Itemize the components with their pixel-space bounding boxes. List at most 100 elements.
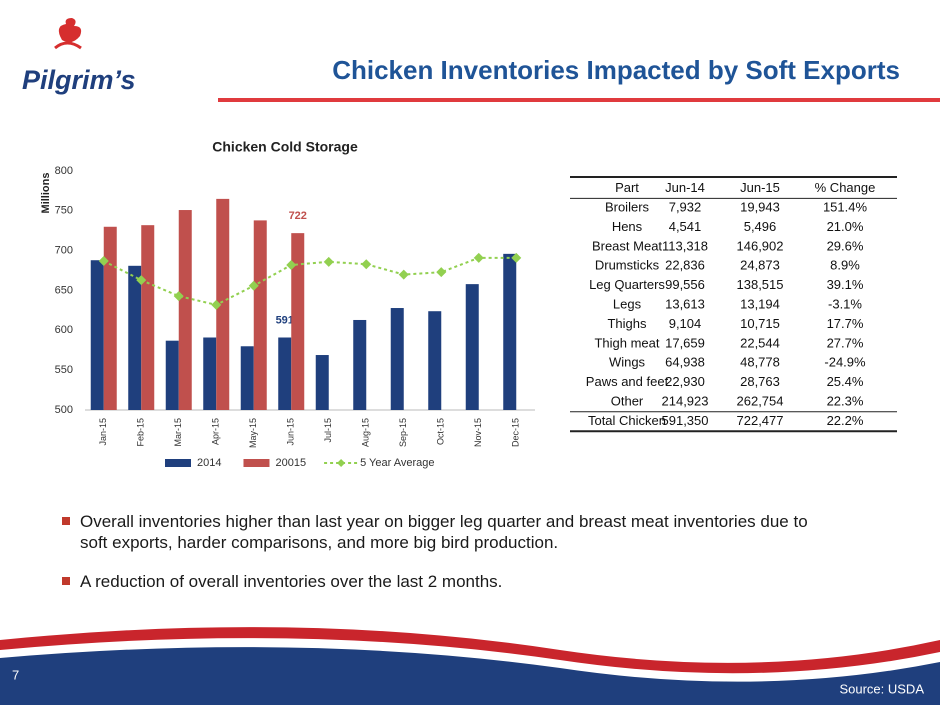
x-tick-label: Jan-15 — [98, 418, 108, 446]
title-rule — [218, 98, 940, 102]
logo-text: Pilgrim’s — [22, 65, 136, 95]
slide-title: Chicken Inventories Impacted by Soft Exp… — [332, 55, 900, 85]
table-cell: Wings — [609, 355, 646, 370]
table-cell: 27.7% — [827, 335, 864, 350]
legend-swatch — [165, 459, 191, 467]
line-marker — [173, 291, 184, 302]
y-tick-label: 650 — [55, 284, 73, 296]
bullet-text: Overall inventories higher than last yea… — [80, 512, 808, 552]
table-cell: Leg Quarters — [589, 277, 665, 292]
line-marker — [136, 275, 147, 286]
y-tick-label: 600 — [55, 324, 73, 336]
bar — [390, 308, 404, 410]
table-cell: Hens — [612, 219, 643, 234]
table-cell: 48,778 — [740, 355, 780, 370]
table-cell: 138,515 — [737, 277, 784, 292]
legend-label: 20015 — [275, 457, 306, 469]
bar — [278, 337, 292, 410]
line-marker — [286, 260, 297, 271]
table-cell: 39.1% — [827, 277, 864, 292]
source: Source: USDA — [839, 681, 924, 696]
bar — [465, 284, 479, 410]
table-cell: 24,873 — [740, 258, 780, 273]
y-tick-label: 750 — [55, 205, 73, 217]
table-cell: % Change — [815, 180, 876, 195]
table-cell: 214,923 — [662, 394, 709, 409]
bullet: A reduction of overall inventories over … — [62, 571, 822, 592]
legend-label: 5 Year Average — [360, 457, 434, 469]
line-marker — [211, 299, 222, 310]
data-label: 722 — [289, 210, 307, 222]
table-cell: Thigh meat — [594, 335, 659, 350]
table-cell: Other — [611, 394, 644, 409]
bar — [178, 210, 192, 410]
bar — [315, 355, 329, 410]
table-cell: Legs — [613, 297, 642, 312]
table-cell: 21.0% — [827, 219, 864, 234]
table-cell: 591,350 — [662, 413, 709, 428]
table-cell: 4,541 — [669, 219, 702, 234]
logo-arc — [54, 41, 82, 50]
line-marker — [361, 259, 372, 270]
data-label: 591 — [276, 314, 294, 326]
table-cell: -3.1% — [828, 297, 862, 312]
legend-swatch — [243, 459, 270, 467]
table-cell: -24.9% — [824, 355, 866, 370]
table-cell: 17,659 — [665, 335, 705, 350]
logo-rooster — [58, 18, 82, 43]
table-cell: 19,943 — [740, 200, 780, 215]
line-marker — [473, 252, 484, 263]
data-label-bg — [282, 208, 315, 225]
bar — [240, 346, 254, 410]
bar — [90, 260, 104, 410]
table-cell: 99,556 — [665, 277, 705, 292]
footer-wave-blue — [0, 647, 940, 705]
x-tick-label: Oct-15 — [436, 418, 446, 445]
bar — [128, 265, 142, 410]
table-cell: 5,496 — [744, 219, 777, 234]
bar — [141, 225, 155, 410]
table-cell: 262,754 — [737, 394, 784, 409]
table-cell: Breast Meat — [592, 238, 662, 253]
x-tick-label: Aug-15 — [361, 418, 371, 447]
bar — [203, 337, 217, 410]
line-marker — [98, 256, 109, 267]
x-tick-label: Dec-15 — [511, 418, 521, 447]
x-tick-label: Nov-15 — [473, 418, 483, 447]
line-marker — [398, 269, 409, 280]
table-cell: 28,763 — [740, 374, 780, 389]
line-marker — [511, 252, 522, 263]
line-marker — [248, 280, 259, 291]
table-cell: 22.3% — [827, 394, 864, 409]
y-tick-label: 500 — [55, 404, 73, 416]
bar — [291, 233, 305, 410]
bullet-text: A reduction of overall inventories over … — [80, 572, 503, 591]
table-cell: 146,902 — [737, 238, 784, 253]
table-cell: Total Chicken — [588, 413, 666, 428]
table-cell: Jun-15 — [740, 180, 780, 195]
table-cell: 64,938 — [665, 355, 705, 370]
bar — [216, 198, 230, 410]
table-cell: 722,477 — [737, 413, 784, 428]
table-cell: 8.9% — [830, 258, 860, 273]
table-cell: Paws and feet — [586, 374, 669, 389]
page-number: 7 — [12, 667, 19, 682]
x-tick-label: May-15 — [248, 418, 258, 448]
bar — [165, 340, 179, 410]
table-cell: Part — [615, 180, 639, 195]
table-cell: Drumsticks — [595, 258, 660, 273]
table-cell: Thighs — [607, 316, 647, 331]
table-cell: 25.4% — [827, 374, 864, 389]
legend-label: 2014 — [197, 457, 221, 469]
y-tick-label: 800 — [55, 165, 73, 177]
x-tick-label: Jul-15 — [323, 418, 333, 443]
table-cell: 29.6% — [827, 238, 864, 253]
bar — [253, 220, 267, 410]
table-cell: 22.2% — [827, 413, 864, 428]
table-cell: 10,715 — [740, 316, 780, 331]
table-cell: 7,932 — [669, 200, 702, 215]
bullet: Overall inventories higher than last yea… — [62, 511, 822, 553]
table-cell: 151.4% — [823, 200, 868, 215]
legend-marker — [337, 459, 346, 467]
